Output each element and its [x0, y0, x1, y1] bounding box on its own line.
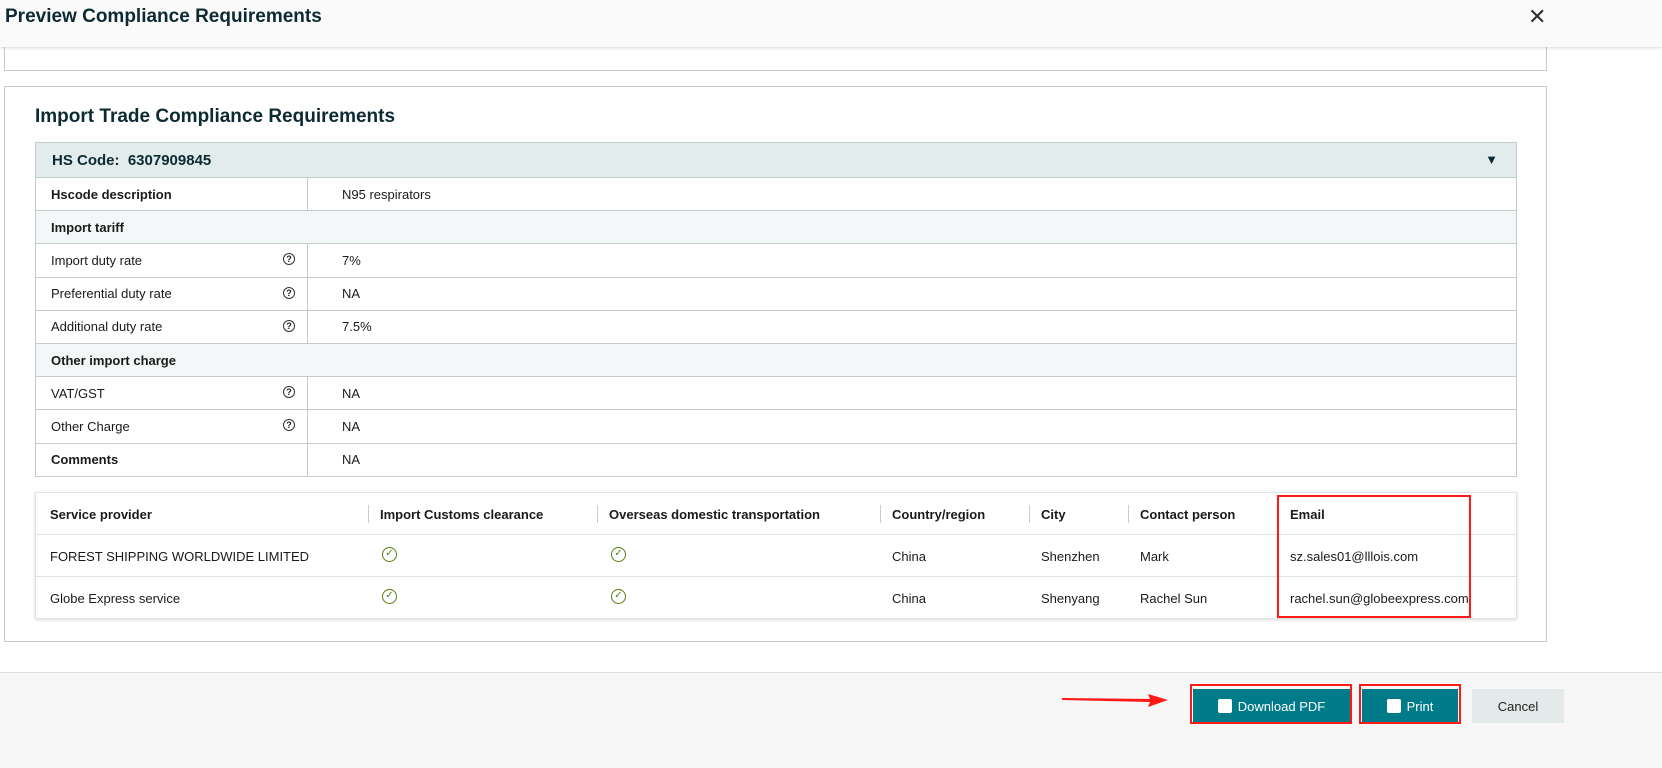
table-row: FOREST SHIPPING WORLDWIDE LIMITED ✓ ✓ China… — [36, 535, 1516, 577]
help-icon[interactable]: ? — [283, 253, 295, 266]
hs-code-panel: HS Code: 6307909845 ▼ Hscode description… — [35, 142, 1517, 477]
cell-city: Shenzhen — [1041, 549, 1100, 564]
column-divider — [368, 505, 369, 523]
hs-row: VAT/GST? NA — [36, 376, 1516, 410]
hs-row: Import duty rate? 7% — [36, 243, 1516, 277]
row-section-title: Import tariff — [51, 219, 124, 235]
column-header: Email — [1290, 507, 1325, 522]
cell-country: China — [892, 591, 926, 606]
column-header: Contact person — [1140, 507, 1236, 522]
check-circle-icon: ✓ — [382, 547, 397, 562]
help-icon[interactable]: ? — [283, 319, 295, 332]
column-divider — [880, 505, 881, 523]
row-key: Import duty rate? — [36, 244, 308, 277]
help-icon[interactable]: ? — [283, 419, 295, 432]
row-key: Hscode description — [36, 178, 308, 211]
annotation-arrow — [1062, 694, 1168, 707]
hs-code-header[interactable]: HS Code: 6307909845 ▼ — [36, 143, 1516, 177]
hs-row: Additional duty rate? 7.5% — [36, 309, 1516, 343]
help-icon[interactable]: ? — [283, 386, 295, 399]
cell-contact: Rachel Sun — [1140, 591, 1208, 606]
hs-row: Import tariff — [36, 210, 1516, 244]
cancel-label: Cancel — [1497, 698, 1539, 714]
cell-name: FOREST SHIPPING WORLDWIDE LIMITED — [50, 549, 310, 564]
annotation-box-download — [1190, 684, 1352, 724]
column-divider — [1029, 505, 1030, 523]
help-icon[interactable]: ? — [283, 286, 295, 299]
hs-row: Other Charge? NA — [36, 409, 1516, 443]
row-key-label: Preferential duty rate — [51, 286, 172, 302]
column-divider — [1128, 505, 1129, 523]
service-provider-table: Service provider Import Customs clearance… — [35, 492, 1517, 619]
row-key-label: VAT/GST — [51, 385, 105, 401]
dialog-title: Preview Compliance Requirements — [5, 6, 322, 27]
check-circle-icon: ✓ — [611, 547, 626, 562]
row-key: VAT/GST? — [36, 377, 308, 410]
row-key: Other Charge? — [36, 410, 308, 443]
row-value: 7% — [342, 252, 361, 268]
row-key-label: Other Charge — [51, 418, 130, 434]
hs-code-value: 6307909845 — [127, 151, 212, 169]
hs-row: Hscode description N95 respirators — [36, 177, 1516, 211]
check-circle-icon: ✓ — [382, 589, 397, 604]
row-section-title: Other import charge — [51, 352, 176, 368]
row-value: NA — [342, 286, 361, 302]
download-label: Download PDF — [1237, 698, 1326, 714]
row-key: Additional duty rate? — [36, 310, 308, 343]
row-value: NA — [342, 452, 361, 468]
row-key-label: Additional duty rate — [51, 319, 163, 335]
hs-row: Other import charge — [36, 342, 1516, 377]
row-key-label: Hscode description — [51, 186, 172, 202]
row-value: N95 respirators — [342, 186, 431, 202]
column-header: Service provider — [50, 507, 152, 522]
table-header: Service provider Import Customs clearance… — [36, 493, 1516, 535]
cell-email: sz.sales01@lllois.com — [1290, 549, 1419, 564]
print-button[interactable]: Print — [1362, 689, 1458, 723]
dialog-footer: Download PDF Print Cancel — [0, 672, 1662, 768]
row-key-label: Import duty rate — [51, 252, 143, 268]
annotation-box-print — [1359, 684, 1461, 724]
cancel-button[interactable]: Cancel — [1472, 689, 1564, 723]
caret-down-icon[interactable]: ▼ — [1485, 152, 1498, 167]
hs-row: Preferential duty rate? NA — [36, 276, 1516, 310]
hs-row: Comments NA — [36, 442, 1516, 476]
close-icon[interactable]: ✕ — [1528, 4, 1547, 29]
download-pdf-button[interactable]: Download PDF — [1193, 689, 1350, 723]
row-key: Comments — [36, 443, 308, 476]
dialog-header: Preview Compliance Requirements ✕ — [0, 0, 1662, 47]
check-circle-icon: ✓ — [611, 589, 626, 604]
cell-country: China — [892, 549, 926, 564]
row-value: NA — [342, 418, 361, 434]
scrollbar[interactable] — [1548, 47, 1562, 672]
row-key-label: Comments — [51, 452, 119, 468]
cell-email: rachel.sun@globeexpress.com — [1290, 591, 1469, 606]
row-value: 7.5% — [342, 319, 372, 335]
pdf-icon — [1217, 699, 1232, 713]
import-compliance-card: Import Trade Compliance Requirements HS … — [4, 86, 1547, 642]
column-header: Overseas domestic transportation — [609, 507, 820, 522]
section-title: Import Trade Compliance Requirements — [35, 106, 396, 127]
column-header: Country/region — [892, 507, 986, 522]
row-value: NA — [342, 385, 361, 401]
cell-contact: Mark — [1140, 549, 1169, 564]
printer-icon — [1386, 699, 1401, 713]
table-row: Globe Express service ✓ ✓ China Shenyang Rach… — [36, 577, 1516, 619]
cell-name: Globe Express service — [50, 591, 181, 606]
column-header: Import Customs clearance — [380, 507, 544, 522]
annotation-box-email — [1277, 495, 1471, 618]
hs-code-label: HS Code: — [52, 151, 120, 169]
cell-city: Shenyang — [1041, 591, 1100, 606]
row-key: Preferential duty rate? — [36, 277, 308, 310]
print-label: Print — [1406, 698, 1434, 714]
column-divider — [597, 505, 598, 523]
column-header: City — [1041, 507, 1066, 522]
